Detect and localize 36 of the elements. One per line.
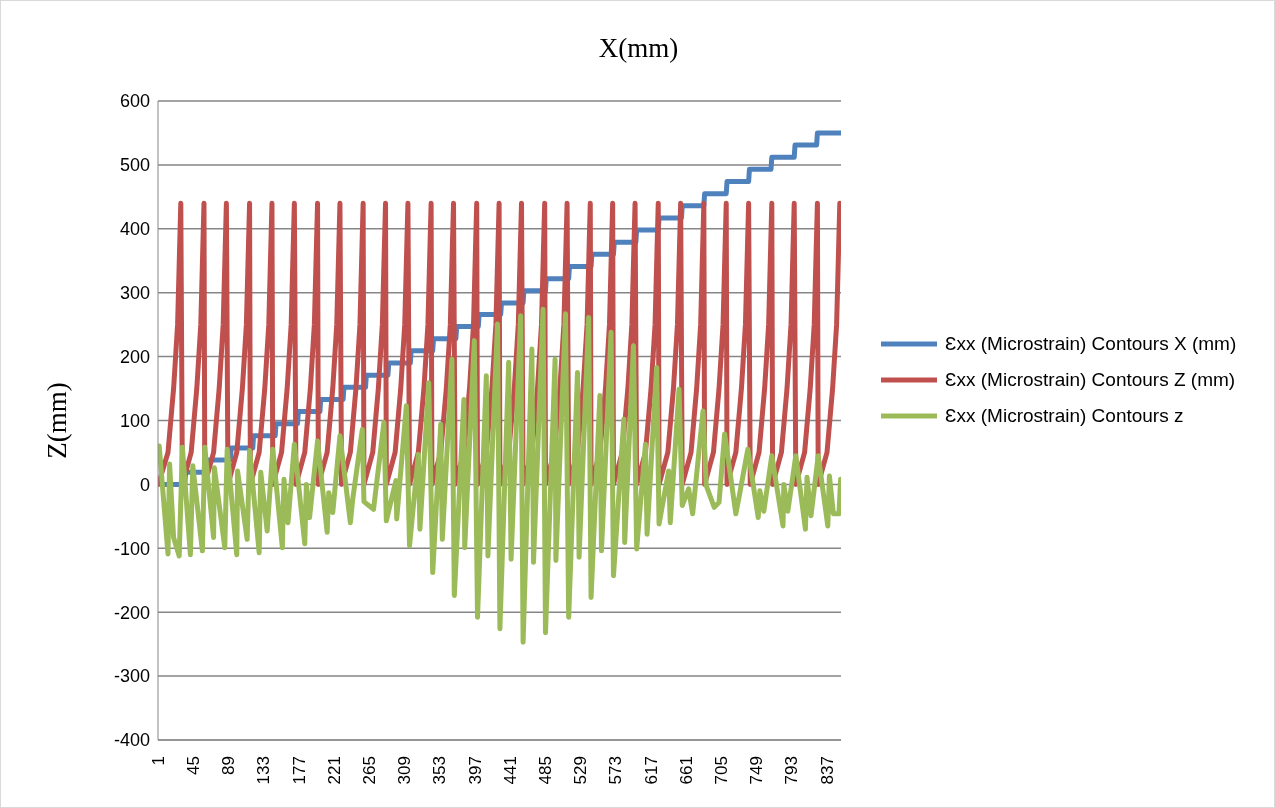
y-tick-label: 0	[139, 474, 150, 495]
x-tick-label: 265	[360, 756, 380, 785]
x-tick-label: 89	[219, 756, 239, 775]
y-tick-label: 200	[119, 346, 150, 367]
y-tick-label: 600	[119, 91, 150, 112]
x-tick-label: 441	[500, 756, 520, 785]
x-tick-label: 177	[289, 756, 309, 785]
x-tick-label: 617	[641, 756, 661, 785]
x-tick-label: 353	[430, 756, 450, 785]
y-tick-label: 500	[119, 155, 150, 176]
y-tick-label: -400	[113, 730, 150, 751]
y-tick-label: 400	[119, 219, 150, 240]
y-tick-label: -300	[113, 666, 150, 687]
x-tick-label: 749	[747, 756, 767, 785]
x-tick-label: 45	[184, 756, 204, 775]
chart-title: X(mm)	[597, 33, 680, 64]
y-tick-label: -100	[113, 538, 150, 559]
x-tick-label: 705	[711, 756, 731, 785]
x-tick-label: 793	[782, 756, 802, 785]
y-tick-label: 300	[119, 283, 150, 304]
y-axis-title: Z(mm)	[41, 382, 72, 459]
x-tick-label: 309	[395, 756, 415, 785]
y-tick-label: 100	[119, 410, 150, 431]
x-tick-label: 221	[324, 756, 344, 785]
x-tick-label: 661	[676, 756, 696, 785]
x-tick-label: 397	[465, 756, 485, 785]
x-tick-label: 485	[535, 756, 555, 785]
x-tick-label: 1	[148, 756, 168, 766]
x-tick-label: 573	[606, 756, 626, 785]
legend-label: Ɛxx (Microstrain) Contours z	[945, 405, 1184, 427]
x-tick-label: 529	[571, 756, 591, 785]
x-tick-label: 133	[254, 756, 274, 785]
legend-label: Ɛxx (Microstrain) Contours Z (mm)	[945, 369, 1236, 391]
x-tick-label: 837	[817, 756, 837, 785]
legend-label: Ɛxx (Microstrain) Contours X (mm)	[945, 333, 1237, 355]
y-tick-label: -200	[113, 602, 150, 623]
